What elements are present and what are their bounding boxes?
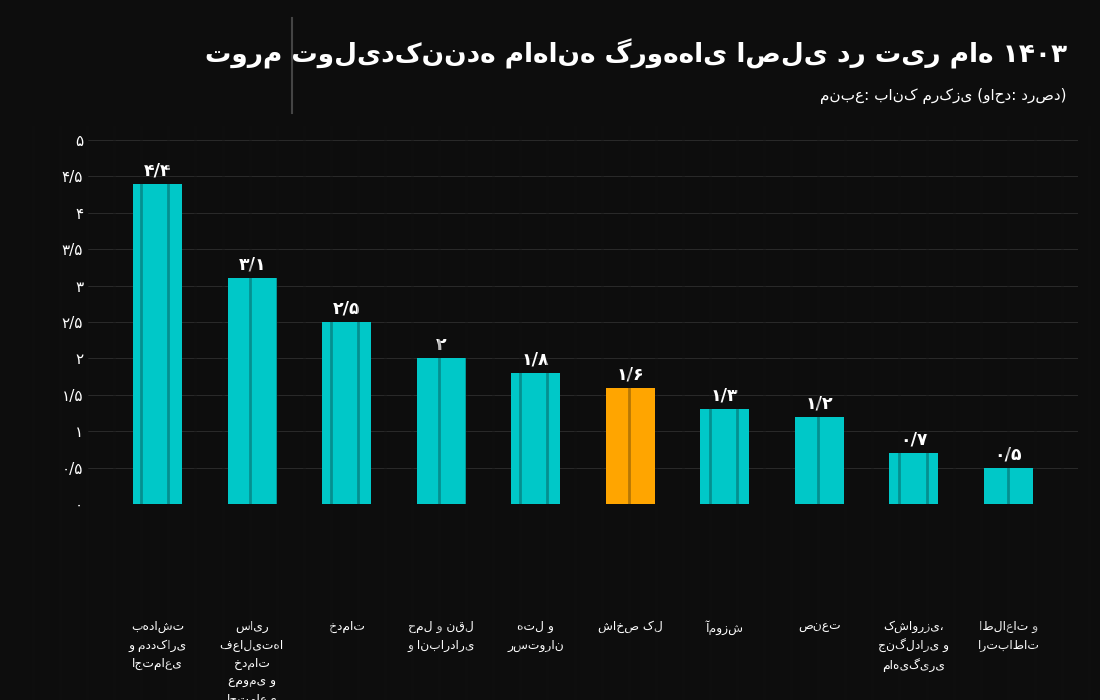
Text: ۱/۲: ۱/۲ (805, 394, 833, 412)
Text: کشاورزی،
جنگلداری و
ماهیگیری: کشاورزی، جنگلداری و ماهیگیری (879, 620, 949, 673)
Text: خدمات: خدمات (329, 620, 364, 634)
Text: ۳/۱: ۳/۱ (239, 256, 266, 274)
Bar (795, 416, 844, 504)
Bar (983, 468, 1033, 504)
Bar (322, 322, 371, 504)
Bar (417, 358, 465, 504)
Text: منبع: بانک مرکزی (واحد: درصد): منبع: بانک مرکزی (واحد: درصد) (821, 88, 1067, 104)
Text: ۰/۵: ۰/۵ (994, 445, 1022, 463)
Text: ۰/۷: ۰/۷ (900, 430, 927, 449)
Text: صنعت: صنعت (798, 620, 840, 634)
Bar (133, 183, 183, 504)
Bar (512, 373, 560, 504)
Text: ۴/۴: ۴/۴ (144, 161, 172, 179)
Text: آموزش: آموزش (706, 620, 744, 636)
Bar (606, 388, 654, 504)
Text: ۱/۸: ۱/۸ (521, 351, 550, 369)
Text: ۱/۳: ۱/۳ (711, 387, 738, 405)
Text: سایر
فعالیت‌ها
خدمات
عمومی و
اجتماعی: سایر فعالیت‌ها خدمات عمومی و اجتماعی (220, 620, 284, 700)
Text: بهداشت
و مددکاری
اجتماعی: بهداشت و مددکاری اجتماعی (129, 620, 187, 670)
Text: هتل و
رستوران: هتل و رستوران (507, 620, 564, 652)
Text: تصویر اقتصاد ایران: تصویر اقتصاد ایران (39, 80, 168, 94)
Text: تورم تولیدکننده ماهانه گروه‌های اصلی در تیر ماه ۱۴۰۳: تورم تولیدکننده ماهانه گروه‌های اصلی در … (205, 38, 1067, 69)
Bar (889, 453, 938, 504)
Text: ۲: ۲ (436, 336, 447, 354)
Bar (228, 279, 277, 504)
Text: حمل و نقل
و انبارداری: حمل و نقل و انبارداری (407, 620, 475, 652)
Text: شاخص کل: شاخص کل (597, 620, 662, 634)
Text: اکوایران: اکوایران (44, 27, 163, 52)
Text: ۲/۵: ۲/۵ (333, 300, 361, 318)
Text: اطلاعات و
ارتباطات: اطلاعات و ارتباطات (978, 620, 1040, 652)
Text: ۱/۶: ۱/۶ (616, 365, 645, 383)
Bar (701, 410, 749, 504)
